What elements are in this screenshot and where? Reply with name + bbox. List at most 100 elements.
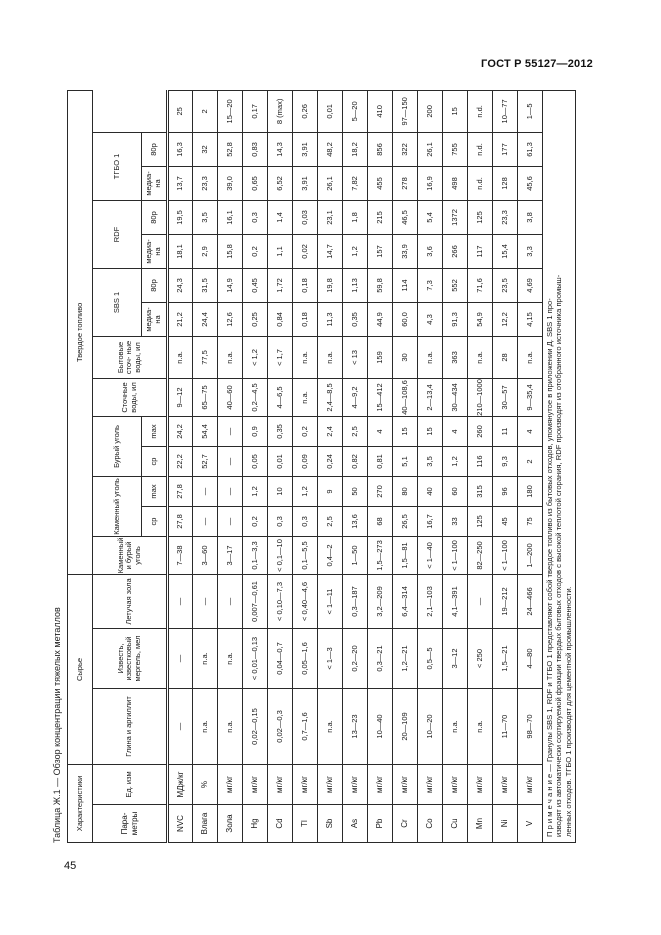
value-cell: 498 — [442, 166, 468, 201]
value-cell: 0,01 — [267, 446, 293, 477]
value-cell: 60 — [442, 476, 468, 507]
value-cell: 3,5 — [417, 446, 443, 477]
value-cell: n.a. — [192, 688, 218, 765]
value-cell: 0,24 — [317, 446, 343, 477]
value-cell: n.a. — [467, 688, 493, 765]
param-name-cell: Cu — [442, 804, 468, 843]
value-cell: n.a. — [317, 336, 343, 379]
value-cell: 44,9 — [367, 302, 393, 337]
value-cell: 1,5—21 — [492, 628, 518, 689]
value-cell: n.d. — [467, 166, 493, 201]
value-cell: 77,5 — [192, 336, 218, 379]
value-cell: 1,13 — [342, 268, 368, 303]
value-cell: 80 — [392, 476, 418, 507]
material-header-cell: ТГБО 1 — [92, 132, 142, 201]
material-header-cell: Бурый уголь — [92, 416, 142, 477]
value-cell: 0,1—5,5 — [292, 536, 318, 575]
value-cell: — — [192, 574, 218, 629]
value-cell: 45,6 — [517, 166, 543, 201]
value-cell: 3,91 — [292, 132, 318, 167]
doc-header: ГОСТ Р 55127—2012 — [481, 58, 593, 70]
table-row: Влага% n.a. n.a. —3—60— —52,7 54,4 65—75 77,5 24… — [192, 90, 218, 843]
value-cell: 45 — [492, 506, 518, 537]
value-cell: 4 — [442, 416, 468, 447]
metals-table: Характеристики Сырье Твердое топливо Пара- … — [67, 90, 576, 843]
value-cell: 40 — [417, 476, 443, 507]
value-cell: 0,04—0,7 — [267, 628, 293, 689]
value-cell: 0,2 — [242, 506, 268, 537]
value-cell: 0,45 — [242, 268, 268, 303]
value-cell: 9 — [317, 476, 343, 507]
value-cell: 11 — [492, 416, 518, 447]
value-cell: 2,5 — [317, 506, 343, 537]
value-cell: 3,5 — [192, 200, 218, 235]
value-cell: 24,4 — [192, 302, 218, 337]
value-cell: 0,3—187 — [342, 574, 368, 629]
value-cell: 4,1—391 — [442, 574, 468, 629]
value-cell: n.d. — [467, 90, 493, 133]
value-cell: 65—75 — [192, 378, 218, 417]
param-name-cell: Hg — [242, 804, 268, 843]
value-cell: 24—466 — [517, 574, 543, 629]
unit-col-header: Ед. изм — [92, 764, 168, 805]
value-cell: n.a. — [317, 688, 343, 765]
value-cell: < 0,10—7,3 — [267, 574, 293, 629]
value-cell: 278 — [392, 166, 418, 201]
value-cell: 19,5 — [167, 200, 193, 235]
param-name-cell: Влага — [192, 804, 218, 843]
value-cell: 125 — [467, 200, 493, 235]
unit-cell: мг/кг — [292, 764, 318, 805]
value-cell: — — [217, 574, 243, 629]
value-cell: 0,2 — [242, 234, 268, 269]
value-cell: < 13 — [342, 336, 368, 379]
value-cell: 97—150 — [392, 90, 418, 133]
value-cell: 7,3 — [417, 268, 443, 303]
value-cell: 18,1 — [167, 234, 193, 269]
value-cell: 0,2—4,5 — [242, 378, 268, 417]
material-header-cell: Летучая зола — [92, 574, 168, 629]
value-cell: 31,5 — [192, 268, 218, 303]
value-cell: 27,8 — [167, 476, 193, 507]
value-cell: 270 — [367, 476, 393, 507]
value-cell: 15 — [392, 416, 418, 447]
rotated-sheet: Таблица Ж.1 — Обзор концентрации тяжелых… — [51, 90, 576, 843]
value-cell: 215 — [367, 200, 393, 235]
value-cell: 455 — [367, 166, 393, 201]
value-cell: 0,03 — [292, 200, 318, 235]
value-cell: — — [217, 446, 243, 477]
param-name-cell: Cd — [267, 804, 293, 843]
value-cell: 755 — [442, 132, 468, 167]
value-cell: 9,3 — [492, 446, 518, 477]
value-cell: < 1—100 — [492, 536, 518, 575]
table-body: NVC МДж/кг — — —7—38 27,8 27,8 22,2 24,2 9—12 n.a.… — [167, 90, 543, 843]
value-cell: 157 — [367, 234, 393, 269]
value-cell: 200 — [417, 90, 443, 133]
table-caption: Таблица Ж.1 — Обзор концентрации тяжелых… — [52, 607, 62, 843]
value-cell: 266 — [442, 234, 468, 269]
value-cell: 0,5—5 — [417, 628, 443, 689]
sub-header-cell: ср — [141, 446, 168, 477]
unit-cell: мг/кг — [367, 764, 393, 805]
value-cell: 2—13,4 — [417, 378, 443, 417]
value-cell: — — [192, 506, 218, 537]
unit-cell: мг/кг — [317, 764, 343, 805]
unit-cell: % — [192, 764, 218, 805]
value-cell: 4—80 — [517, 628, 543, 689]
value-cell: n.d. — [467, 132, 493, 167]
value-cell: 4 — [367, 416, 393, 447]
value-cell: 27,8 — [167, 506, 193, 537]
value-cell: 15—412 — [367, 378, 393, 417]
value-cell: 0,3 — [267, 506, 293, 537]
value-cell: 552 — [442, 268, 468, 303]
param-name-cell: Зола — [217, 804, 243, 843]
param-name-cell: Pb — [367, 804, 393, 843]
value-cell: 1,5—81 — [392, 536, 418, 575]
value-cell: 25 — [167, 90, 193, 133]
value-cell: 21,2 — [167, 302, 193, 337]
value-cell: 50 — [342, 476, 368, 507]
param-name-cell: Tl — [292, 804, 318, 843]
table-row: Mn мг/кг n.a. < 250—82—250 125 315 116 260 210—1… — [467, 90, 493, 843]
value-cell: 3—12 — [442, 628, 468, 689]
value-cell: 1,5—273 — [367, 536, 393, 575]
note-row: П р и м е ч а н и е — Гранулы SBS 1, RDF… — [542, 90, 576, 843]
